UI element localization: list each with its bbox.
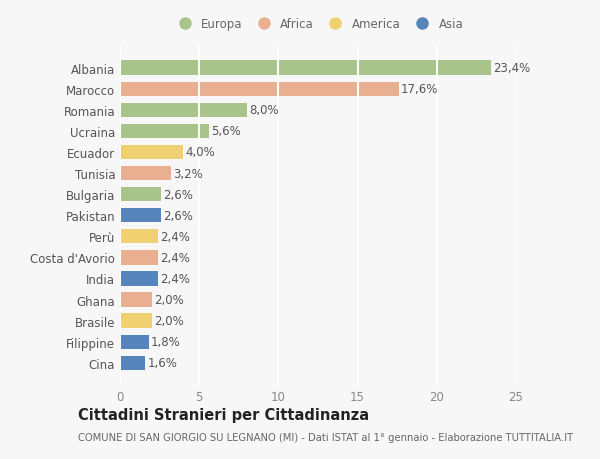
Text: 8,0%: 8,0% — [249, 104, 279, 117]
Bar — [120, 124, 209, 139]
Text: 2,4%: 2,4% — [160, 272, 190, 285]
Bar — [120, 167, 170, 181]
Bar — [120, 251, 158, 265]
Bar — [120, 356, 145, 370]
Text: 2,4%: 2,4% — [160, 252, 190, 264]
Legend: Europa, Africa, America, Asia: Europa, Africa, America, Asia — [173, 18, 463, 31]
Text: 5,6%: 5,6% — [211, 125, 241, 138]
Bar — [120, 62, 491, 76]
Text: 4,0%: 4,0% — [186, 146, 215, 159]
Bar — [120, 103, 247, 118]
Bar — [120, 335, 149, 349]
Bar — [120, 188, 161, 202]
Text: 2,4%: 2,4% — [160, 230, 190, 243]
Text: 1,8%: 1,8% — [151, 336, 181, 348]
Text: 2,6%: 2,6% — [164, 188, 193, 201]
Text: 2,6%: 2,6% — [164, 209, 193, 222]
Text: 23,4%: 23,4% — [493, 62, 530, 75]
Bar — [120, 272, 158, 286]
Text: 2,0%: 2,0% — [154, 293, 184, 306]
Bar — [120, 146, 184, 160]
Text: 3,2%: 3,2% — [173, 167, 203, 180]
Bar — [120, 293, 152, 307]
Text: 2,0%: 2,0% — [154, 314, 184, 327]
Text: Cittadini Stranieri per Cittadinanza: Cittadini Stranieri per Cittadinanza — [78, 407, 369, 422]
Bar — [120, 208, 161, 223]
Bar — [120, 82, 399, 97]
Bar — [120, 314, 152, 328]
Text: 1,6%: 1,6% — [148, 357, 178, 369]
Text: COMUNE DI SAN GIORGIO SU LEGNANO (MI) - Dati ISTAT al 1° gennaio - Elaborazione : COMUNE DI SAN GIORGIO SU LEGNANO (MI) - … — [78, 432, 573, 442]
Bar — [120, 230, 158, 244]
Text: 17,6%: 17,6% — [401, 83, 439, 96]
